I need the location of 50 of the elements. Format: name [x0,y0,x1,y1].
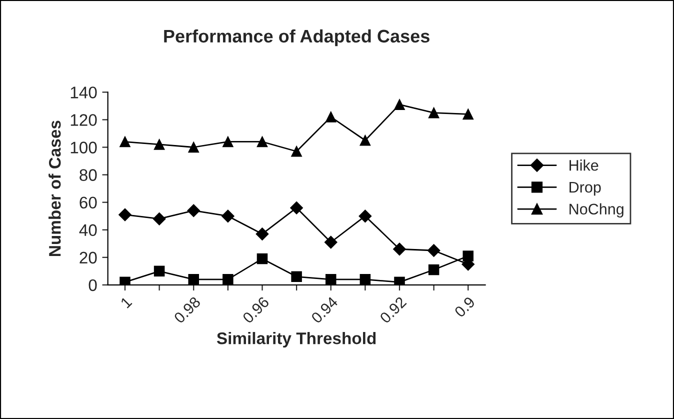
legend-label: Drop [570,182,601,196]
y-tick-label: 100 [70,142,97,154]
x-tick-label: 0.98 [173,296,202,324]
y-tick-label: 80 [80,169,97,181]
point [256,253,268,264]
point [290,201,303,214]
y-tick-label: 20 [80,252,97,264]
legend-label: Hike [570,160,598,171]
point [256,228,269,240]
x-tick-label: 0.96 [242,296,270,324]
point [187,204,200,217]
point [222,210,234,222]
x-tick-label: 0.9 [454,296,476,318]
point [428,264,440,276]
point [325,274,336,285]
point [428,107,440,118]
x-axis-title: Similarity Threshold [216,332,376,348]
point [393,242,406,256]
point [120,136,130,148]
point [291,146,302,157]
y-axis-title: Number of Cases [48,120,61,256]
point [358,210,372,222]
x-tick-label: 0.92 [379,296,407,324]
point [188,274,200,285]
legend-label: NoChng [570,203,624,218]
y-tick-label: 60 [80,196,97,209]
point [154,139,165,150]
point [256,136,268,148]
x-tick-label: 0.94 [310,296,338,324]
point [325,112,336,122]
point [188,142,200,153]
point [222,274,234,285]
y-tick-label: 0 [88,279,97,292]
point [462,250,474,262]
y-tick-label: 40 [79,224,97,236]
point [462,108,474,120]
point [360,274,371,285]
point [152,212,166,226]
chart-title: Performance of Adapted Cases [164,29,430,46]
point [360,134,371,146]
point [394,99,405,110]
point [291,271,302,282]
point [154,266,165,277]
y-tick-label: 120 [70,114,97,126]
x-tick-label: 1 [120,296,132,308]
point [118,208,132,222]
y-tick-label: 140 [70,86,97,98]
point [222,136,234,148]
point [324,236,338,249]
point [427,244,440,257]
